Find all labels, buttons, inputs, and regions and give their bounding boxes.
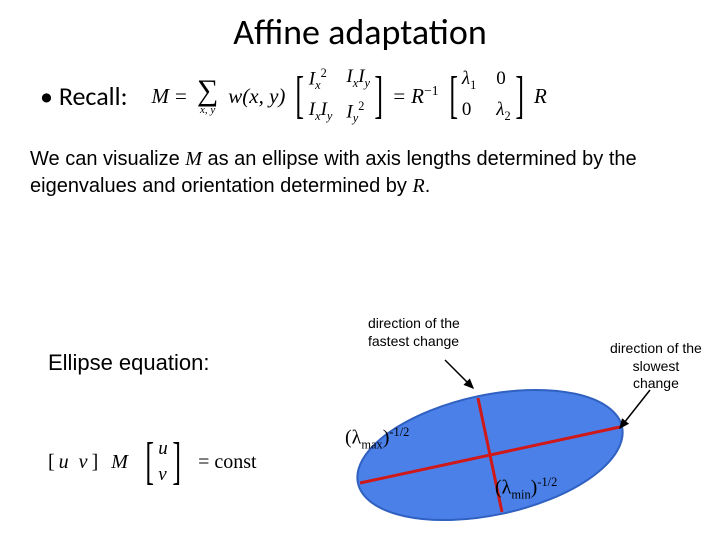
anno-slowest: direction of the slowest change xyxy=(610,340,702,393)
ellipse-equation-label: Ellipse equation: xyxy=(48,350,209,376)
R-inv: R−1 xyxy=(411,83,438,109)
eq-lhs: M xyxy=(152,84,170,109)
recall-equation: M = ∑ x, y w(x, y) [ Ix2 IxIy IxIy Iy2 ]… xyxy=(152,66,547,126)
eq-equals: = xyxy=(175,84,187,109)
lambda-min-label: (λmin)-1/2 xyxy=(495,475,557,503)
ellipse-diagram: direction of the fastest change directio… xyxy=(290,320,710,545)
recall-row: • Recall: M = ∑ x, y w(x, y) [ Ix2 IxIy … xyxy=(40,66,720,126)
R-final: R xyxy=(534,84,547,109)
lambda-max-label: (λmax)-1/2 xyxy=(345,425,409,453)
eq-equals-2: = xyxy=(393,84,405,109)
anno-fastest: direction of the fastest change xyxy=(368,315,460,350)
matrix-lambda: [ λ1 0 0 λ2 ] xyxy=(445,68,528,124)
w-term: w(x, y) xyxy=(228,84,285,109)
recall-label: • Recall: xyxy=(40,80,128,112)
matrix-I: [ Ix2 IxIy IxIy Iy2 ] xyxy=(291,66,387,126)
sigma: ∑ x, y xyxy=(197,76,218,116)
page-title: Affine adaptation xyxy=(0,10,720,54)
ellipse-equation: [u v] M [ u v ] = const xyxy=(48,438,257,486)
body-text: We can visualize M as an ellipse with ax… xyxy=(30,146,690,200)
